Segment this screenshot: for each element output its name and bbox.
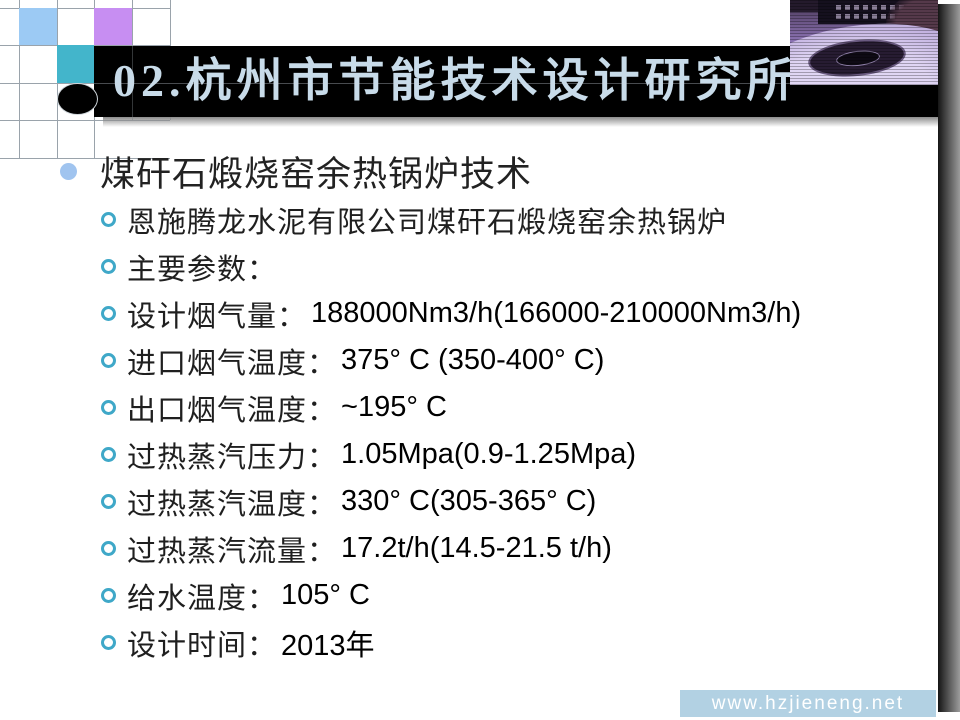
item-label: 恩施腾龙水泥有限公司煤矸石煅烧窑余热锅炉 [127,206,728,239]
list-item: 设计时间： 2013年 [101,619,801,666]
ring-bullet-icon [101,212,116,227]
item-label: 过热蒸汽温度： [127,488,338,521]
grid-hline [0,8,170,9]
list-item: 过热蒸汽流量： 17.2t/h(14.5-21.5 t/h) [101,525,801,572]
slide-right-shadow [938,4,960,712]
square-teal [57,45,94,83]
cd-disc-photo [790,0,938,85]
item-label: 过热蒸汽流量： [127,535,338,568]
keyboard-keys [836,14,906,19]
item-value: 1.05Mpa(0.9-1.25Mpa) [341,438,637,470]
item-label: 过热蒸汽压力： [127,441,338,474]
ring-bullet-icon [101,635,116,650]
banner-grid-line [132,46,133,117]
item-label: 设计时间： [127,629,278,662]
section-heading-label: 煤矸石煅烧窑余热锅炉技术 [100,155,533,194]
item-value: 375° C (350-400° C) [341,344,605,376]
banner-grid-line [94,83,938,84]
grid-vline [19,0,20,158]
item-value: 17.2t/h(14.5-21.5 t/h) [341,532,612,564]
square-lightblue [19,8,57,45]
list-item: 出口烟气温度： ~195° C [101,384,801,431]
item-value: 188000Nm3/h(166000-210000Nm3/h) [311,297,802,329]
item-label: 主要参数： [127,253,278,286]
footer-url-bar: www.hzjieneng.net [680,690,936,717]
item-label: 给水温度： [127,582,278,615]
item-label: 设计烟气量： [127,300,308,333]
item-value: 330° C(305-365° C) [341,485,597,517]
grid-hline [0,158,170,159]
list-item: 主要参数： [101,243,801,290]
grid-hline [0,120,170,121]
footer-url-link[interactable]: www.hzjieneng.net [711,692,905,714]
list-item: 恩施腾龙水泥有限公司煤矸石煅烧窑余热锅炉 [101,196,801,243]
ring-bullet-icon [101,447,116,462]
keyboard-keys [836,5,918,10]
item-label: 进口烟气温度： [127,347,338,380]
list-item: 给水温度： 105° C [101,572,801,619]
ring-bullet-icon [101,494,116,509]
ring-bullet-icon [101,588,116,603]
ring-bullet-icon [101,259,116,274]
grid-hline [0,83,94,84]
ring-bullet-icon [101,306,116,321]
ring-bullet-icon [101,400,116,415]
page-title: 02.杭州市节能技术设计研究所 [113,55,798,106]
item-value: ~195° C [341,391,447,423]
square-purple [94,8,132,45]
item-value: 105° C [281,579,370,611]
section-heading: 煤矸石煅烧窑余热锅炉技术 [60,146,532,197]
item-value: 2013年 [281,629,375,662]
list-item: 设计烟气量： 188000Nm3/h(166000-210000Nm3/h) [101,290,801,337]
bullet-dot-icon [60,163,77,180]
list-item: 过热蒸汽压力： 1.05Mpa(0.9-1.25Mpa) [101,431,801,478]
circle-ornament [57,83,98,115]
banner-shadow [103,117,950,127]
spec-list: 恩施腾龙水泥有限公司煤矸石煅烧窑余热锅炉 主要参数： 设计烟气量： 188000… [101,196,801,666]
item-label: 出口烟气温度： [127,394,338,427]
list-item: 过热蒸汽温度： 330° C(305-365° C) [101,478,801,525]
ring-bullet-icon [101,353,116,368]
scanlines-overlay [790,0,938,85]
ring-bullet-icon [101,541,116,556]
list-item: 进口烟气温度： 375° C (350-400° C) [101,337,801,384]
